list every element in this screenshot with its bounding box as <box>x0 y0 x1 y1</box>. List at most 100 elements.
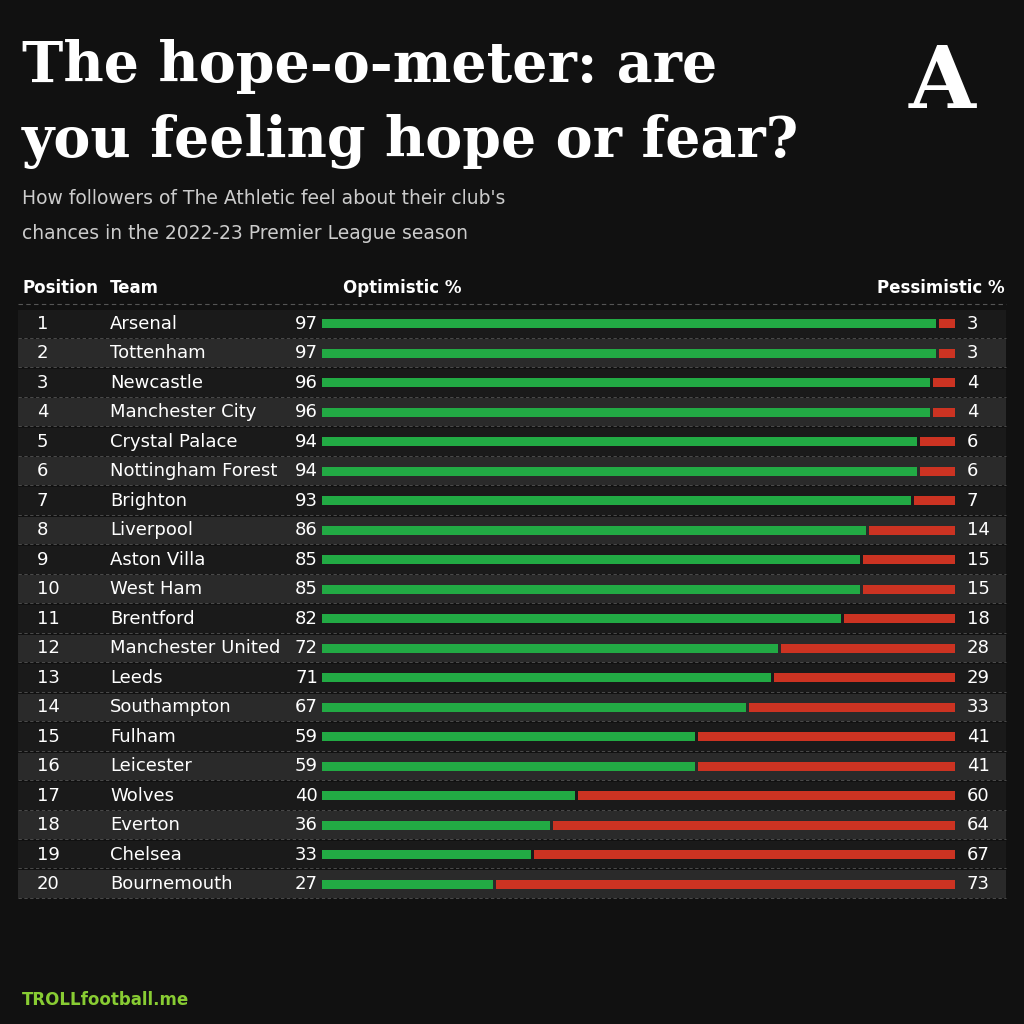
Bar <box>18 340 1006 367</box>
Text: Wolves: Wolves <box>110 786 174 805</box>
Bar <box>322 555 860 564</box>
Text: 86: 86 <box>295 521 318 540</box>
Text: 36: 36 <box>295 816 318 835</box>
Text: Pessimistic %: Pessimistic % <box>878 279 1005 297</box>
Text: 14: 14 <box>967 521 990 540</box>
Bar <box>920 437 955 446</box>
Bar <box>18 605 1006 633</box>
Text: 94: 94 <box>295 462 318 480</box>
Text: 93: 93 <box>295 492 318 510</box>
Text: 18: 18 <box>967 609 990 628</box>
Text: 12: 12 <box>37 639 59 657</box>
Text: How followers of The Athletic feel about their club's: How followers of The Athletic feel about… <box>22 189 506 208</box>
Text: West Ham: West Ham <box>110 581 202 598</box>
Bar <box>18 753 1006 780</box>
Text: 11: 11 <box>37 609 59 628</box>
Text: 71: 71 <box>295 669 318 687</box>
Text: Brighton: Brighton <box>110 492 187 510</box>
Text: Liverpool: Liverpool <box>110 521 193 540</box>
Text: 67: 67 <box>295 698 318 716</box>
Text: Arsenal: Arsenal <box>110 314 178 333</box>
Bar <box>18 487 1006 514</box>
Text: 5: 5 <box>37 433 48 451</box>
Bar <box>18 870 1006 898</box>
Text: 73: 73 <box>967 876 990 893</box>
Bar <box>774 674 955 682</box>
Bar <box>322 702 746 712</box>
Text: 67: 67 <box>967 846 990 864</box>
Text: 4: 4 <box>967 374 979 392</box>
Bar <box>322 732 695 741</box>
Text: 33: 33 <box>967 698 990 716</box>
Text: 94: 94 <box>295 433 318 451</box>
Text: 2: 2 <box>37 344 48 362</box>
Bar <box>939 349 955 357</box>
Text: 4: 4 <box>967 403 979 421</box>
Text: 18: 18 <box>37 816 59 835</box>
Bar <box>322 378 930 387</box>
Text: 41: 41 <box>967 758 990 775</box>
Text: you feeling hope or fear?: you feeling hope or fear? <box>22 114 800 169</box>
Bar <box>322 850 530 859</box>
Bar <box>322 792 575 800</box>
Text: 1: 1 <box>37 314 48 333</box>
Text: 85: 85 <box>295 581 318 598</box>
Text: Tottenham: Tottenham <box>110 344 206 362</box>
Text: 3: 3 <box>967 344 979 362</box>
Bar <box>913 497 955 505</box>
Text: 13: 13 <box>37 669 59 687</box>
Bar <box>18 546 1006 573</box>
Text: 9: 9 <box>37 551 48 568</box>
Text: 8: 8 <box>37 521 48 540</box>
Text: 15: 15 <box>967 551 990 568</box>
Text: Aston Villa: Aston Villa <box>110 551 206 568</box>
Text: Team: Team <box>110 279 159 297</box>
Text: Chelsea: Chelsea <box>110 846 181 864</box>
Text: 97: 97 <box>295 344 318 362</box>
Bar <box>18 516 1006 544</box>
Bar <box>863 555 955 564</box>
Text: chances in the 2022-23 Premier League season: chances in the 2022-23 Premier League se… <box>22 224 468 243</box>
Text: Manchester United: Manchester United <box>110 639 281 657</box>
Text: 59: 59 <box>295 758 318 775</box>
Text: 60: 60 <box>967 786 989 805</box>
Text: 40: 40 <box>295 786 318 805</box>
Text: Everton: Everton <box>110 816 180 835</box>
Text: 41: 41 <box>967 728 990 745</box>
Bar <box>933 378 955 387</box>
Bar <box>18 782 1006 810</box>
Bar <box>18 458 1006 485</box>
Text: 97: 97 <box>295 314 318 333</box>
Bar <box>18 398 1006 426</box>
Text: 3: 3 <box>37 374 48 392</box>
Text: 16: 16 <box>37 758 59 775</box>
Text: Brentford: Brentford <box>110 609 195 628</box>
Bar <box>18 723 1006 751</box>
Bar <box>18 310 1006 338</box>
Text: Southampton: Southampton <box>110 698 231 716</box>
Text: TROLLfootball.me: TROLLfootball.me <box>22 991 189 1009</box>
Bar <box>18 811 1006 839</box>
Text: 14: 14 <box>37 698 59 716</box>
Bar <box>920 467 955 476</box>
Bar <box>322 526 866 535</box>
Bar <box>18 664 1006 691</box>
Text: 20: 20 <box>37 876 59 893</box>
Text: Crystal Palace: Crystal Palace <box>110 433 238 451</box>
Bar <box>322 437 918 446</box>
Text: Optimistic %: Optimistic % <box>343 279 462 297</box>
Text: Bournemouth: Bournemouth <box>110 876 232 893</box>
Bar <box>322 762 695 771</box>
Text: Leeds: Leeds <box>110 669 163 687</box>
Text: 15: 15 <box>967 581 990 598</box>
Bar <box>698 762 955 771</box>
Text: 64: 64 <box>967 816 990 835</box>
Text: 6: 6 <box>967 433 978 451</box>
Text: 59: 59 <box>295 728 318 745</box>
Bar <box>18 693 1006 721</box>
Bar <box>322 319 936 328</box>
Bar <box>750 702 955 712</box>
Bar <box>553 821 955 829</box>
Bar <box>18 369 1006 396</box>
Text: 96: 96 <box>295 374 318 392</box>
